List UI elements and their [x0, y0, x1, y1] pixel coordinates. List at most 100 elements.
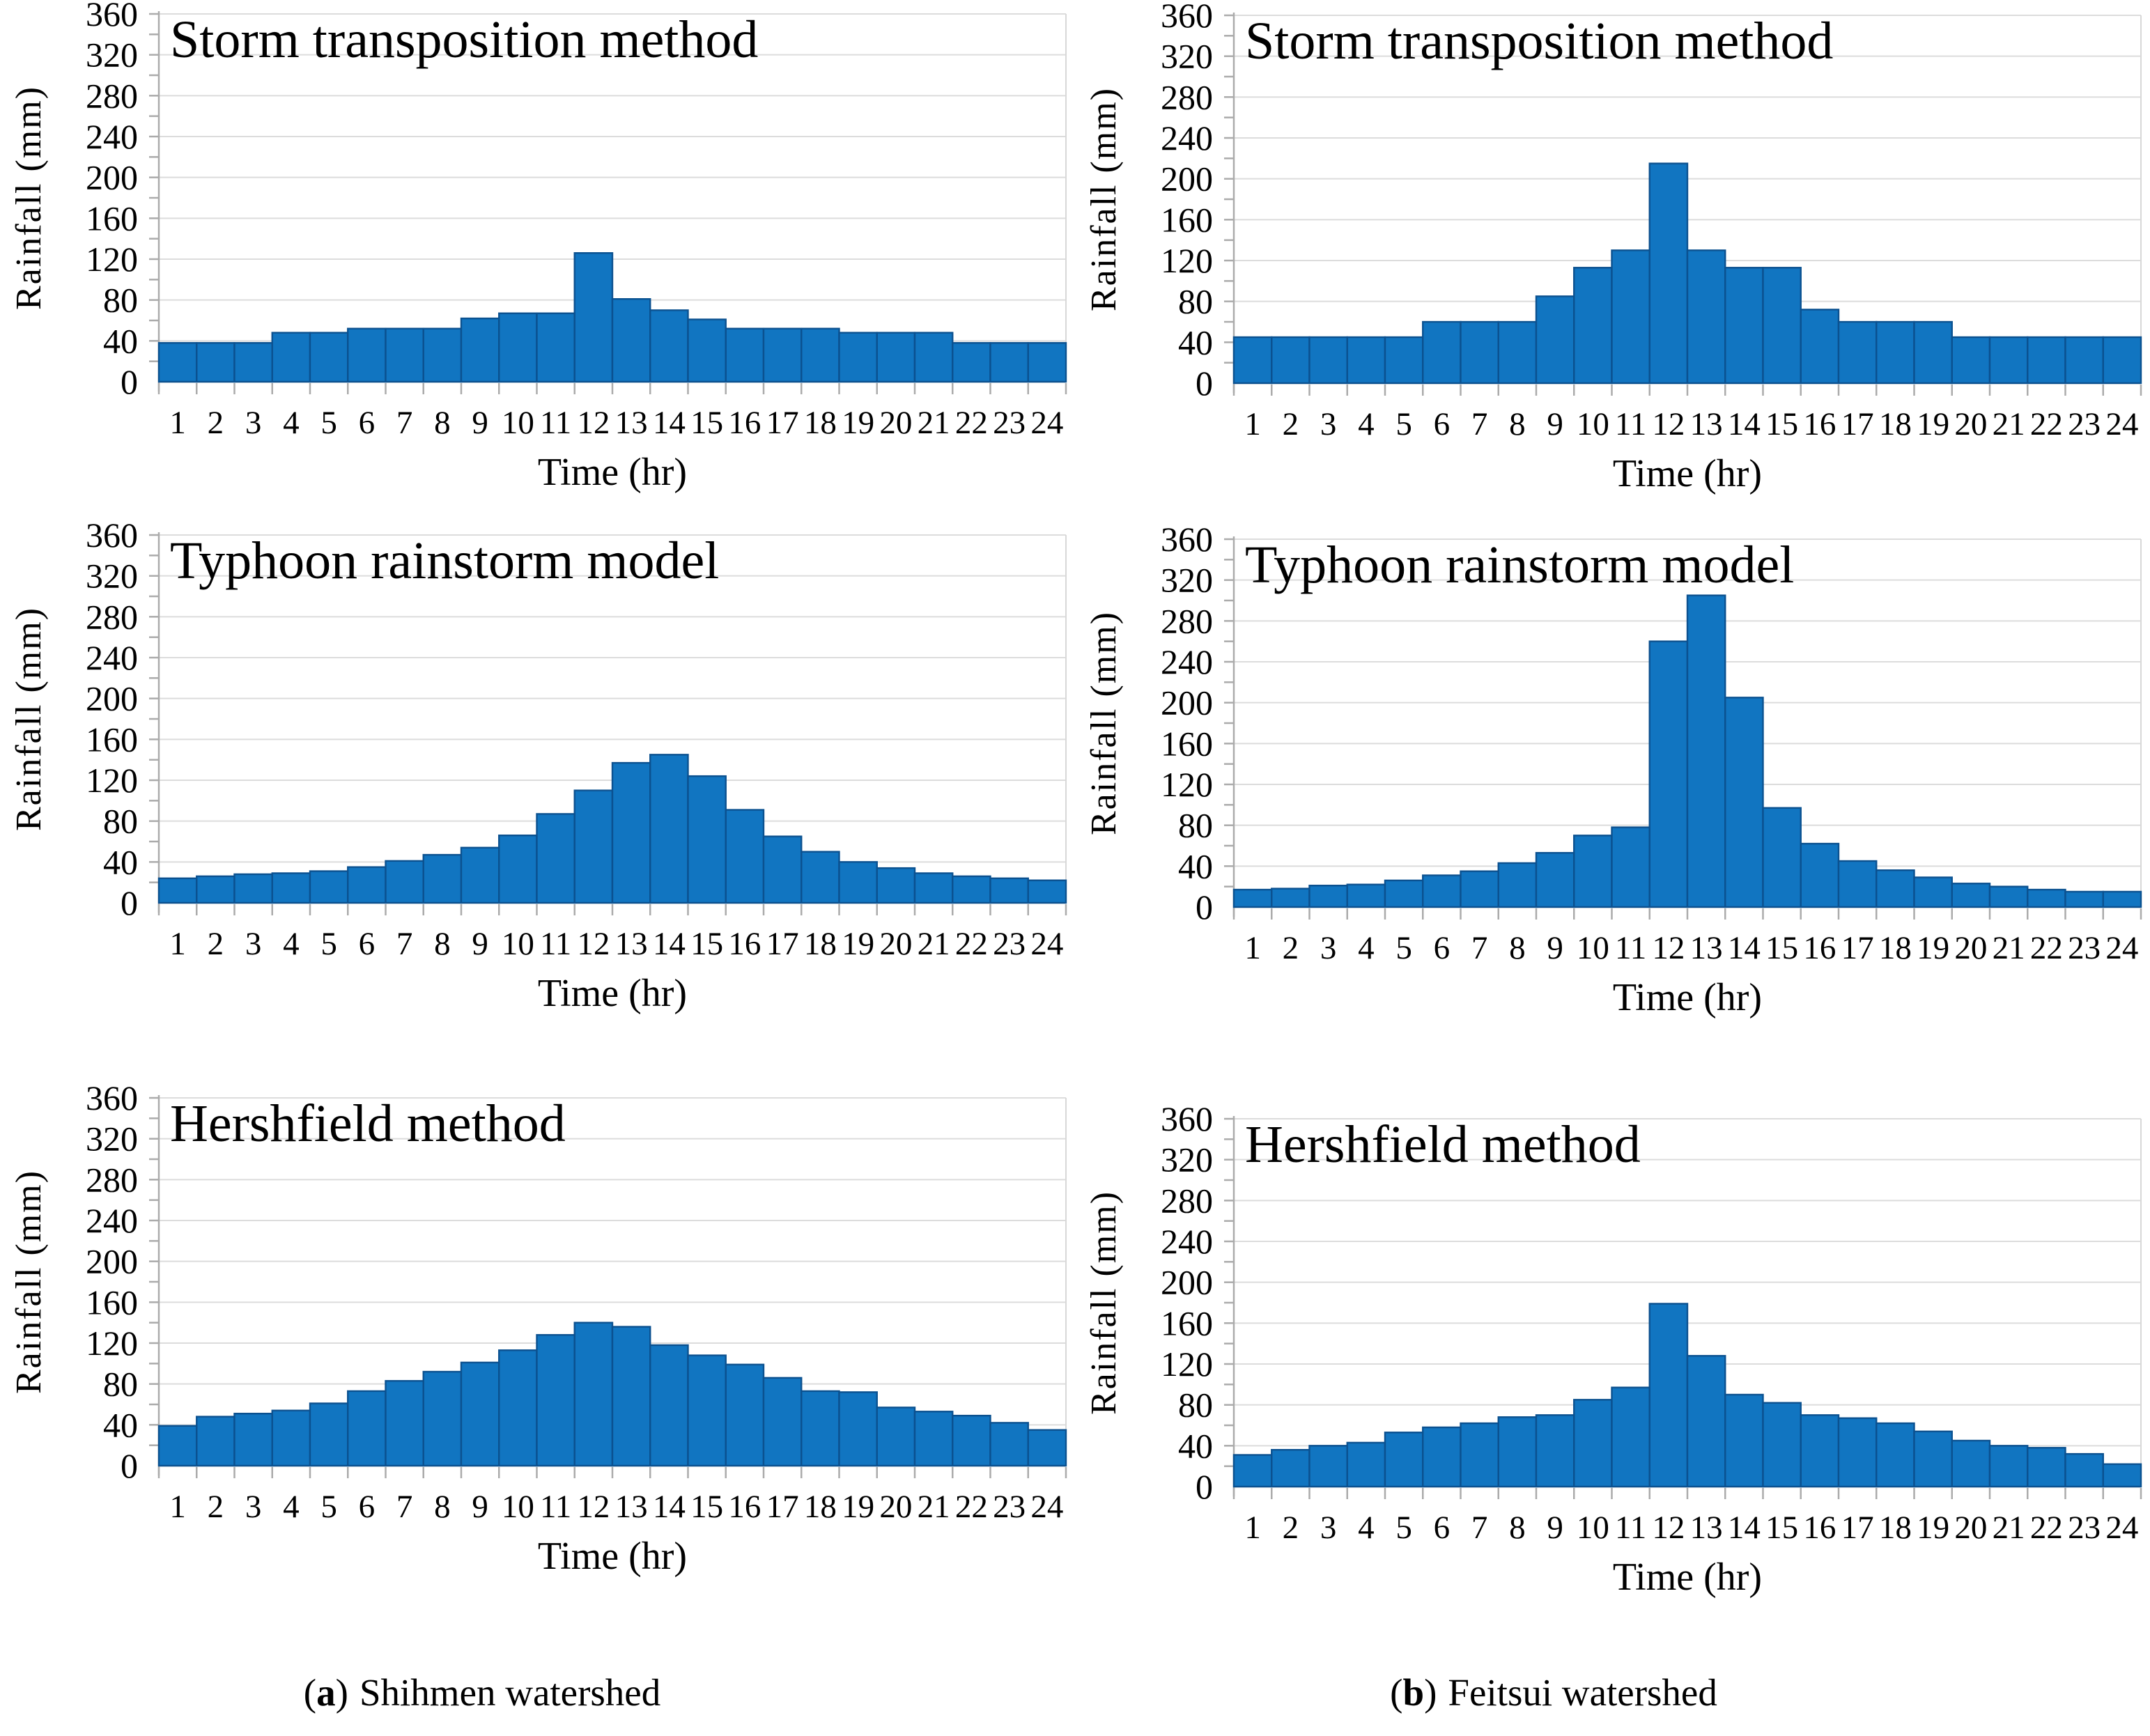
svg-text:280: 280	[86, 597, 138, 636]
svg-text:20: 20	[879, 926, 912, 962]
svg-text:6: 6	[1434, 930, 1451, 966]
svg-text:200: 200	[86, 679, 138, 718]
caption-a-letter: a	[316, 1671, 336, 1714]
svg-text:5: 5	[320, 1489, 337, 1525]
svg-text:2: 2	[208, 926, 224, 962]
svg-text:12: 12	[1652, 930, 1685, 966]
svg-text:9: 9	[1547, 406, 1563, 442]
svg-text:1: 1	[169, 405, 186, 441]
svg-text:4: 4	[1358, 930, 1375, 966]
svg-text:0: 0	[121, 883, 138, 922]
svg-text:8: 8	[1509, 406, 1526, 442]
chart-cell-typhoon-rainstorm-feitsui: 0 40 80 120 160 200 240 280 320 360 1 2 3 4 5 6 7 8 9 10 11 1…	[1075, 525, 2150, 1021]
svg-text:2: 2	[208, 405, 224, 441]
svg-text:360: 360	[86, 1084, 138, 1117]
svg-text:4: 4	[283, 1489, 300, 1525]
svg-text:11: 11	[1615, 406, 1646, 442]
svg-text:160: 160	[86, 199, 138, 238]
svg-text:3: 3	[1320, 1510, 1337, 1546]
caption-b-paren-close: )	[1424, 1671, 1437, 1714]
svg-text:320: 320	[1161, 1140, 1213, 1179]
svg-text:23: 23	[993, 926, 1026, 962]
svg-text:5: 5	[1395, 406, 1412, 442]
chart-cell-hershfield-shihmen: 0 40 80 120 160 200 240 280 320 360 1 2 3 4 5 6 7 8 9 10 11 1…	[0, 1084, 1075, 1580]
svg-text:9: 9	[472, 405, 488, 441]
svg-text:4: 4	[283, 405, 300, 441]
svg-text:23: 23	[993, 1489, 1026, 1525]
svg-text:200: 200	[1161, 683, 1213, 722]
svg-text:14: 14	[653, 1489, 686, 1525]
svg-text:Hershfield method: Hershfield method	[170, 1094, 566, 1153]
svg-text:320: 320	[1161, 561, 1213, 600]
svg-text:200: 200	[86, 1242, 138, 1281]
svg-text:6: 6	[1434, 406, 1451, 442]
svg-text:21: 21	[918, 405, 950, 441]
chart-cell-hershfield-feitsui: 0 40 80 120 160 200 240 280 320 360 1 2 3 4 5 6 7 8 9 10 11 1…	[1075, 1105, 2150, 1601]
caption-a-marker: (a)	[304, 1671, 348, 1714]
svg-text:12: 12	[577, 926, 610, 962]
svg-text:13: 13	[1690, 1510, 1723, 1546]
svg-text:17: 17	[766, 1489, 799, 1525]
svg-text:2: 2	[1283, 930, 1299, 966]
svg-text:7: 7	[396, 926, 413, 962]
svg-text:80: 80	[103, 802, 138, 841]
svg-text:4: 4	[283, 926, 300, 962]
svg-text:7: 7	[1471, 1510, 1488, 1546]
svg-text:80: 80	[103, 281, 138, 320]
svg-text:12: 12	[1652, 406, 1685, 442]
svg-text:19: 19	[842, 1489, 874, 1525]
svg-text:240: 240	[1161, 1222, 1213, 1261]
svg-text:19: 19	[842, 405, 874, 441]
svg-text:22: 22	[955, 1489, 988, 1525]
svg-text:120: 120	[86, 761, 138, 800]
svg-text:Time (hr): Time (hr)	[538, 451, 687, 494]
svg-text:0: 0	[1196, 888, 1213, 927]
svg-text:280: 280	[1161, 1181, 1213, 1220]
svg-text:360: 360	[86, 0, 138, 33]
svg-text:1: 1	[1244, 930, 1261, 966]
svg-text:19: 19	[1917, 930, 1949, 966]
svg-text:360: 360	[1161, 1, 1213, 35]
svg-text:9: 9	[472, 1489, 488, 1525]
svg-text:19: 19	[1917, 406, 1949, 442]
svg-text:160: 160	[1161, 724, 1213, 763]
svg-text:3: 3	[245, 405, 262, 441]
svg-text:360: 360	[1161, 1105, 1213, 1138]
svg-text:240: 240	[86, 117, 138, 156]
svg-text:280: 280	[86, 1160, 138, 1199]
svg-text:11: 11	[1615, 1510, 1646, 1546]
svg-text:3: 3	[1320, 930, 1337, 966]
svg-text:Storm transposition method: Storm transposition method	[1245, 12, 1833, 70]
svg-text:22: 22	[2030, 1510, 2063, 1546]
svg-text:4: 4	[1358, 1510, 1375, 1546]
svg-text:3: 3	[245, 1489, 262, 1525]
svg-text:17: 17	[766, 926, 799, 962]
svg-text:16: 16	[728, 1489, 761, 1525]
svg-text:5: 5	[1395, 930, 1412, 966]
chart-cell-storm-transposition-shihmen: 0 40 80 120 160 200 240 280 320 360 1 2 3 4 5 6 7 8 9 10 11 1…	[0, 0, 1075, 496]
svg-text:Rainfall (mm): Rainfall (mm)	[9, 1170, 49, 1394]
svg-text:6: 6	[359, 405, 376, 441]
svg-text:14: 14	[1728, 406, 1761, 442]
svg-text:240: 240	[1161, 642, 1213, 681]
svg-text:8: 8	[434, 926, 451, 962]
svg-text:12: 12	[577, 1489, 610, 1525]
svg-text:12: 12	[577, 405, 610, 441]
svg-text:320: 320	[86, 1119, 138, 1158]
svg-text:21: 21	[1993, 406, 2025, 442]
svg-text:15: 15	[1765, 930, 1798, 966]
svg-text:18: 18	[804, 1489, 837, 1525]
svg-text:9: 9	[472, 926, 488, 962]
svg-text:Rainfall (mm): Rainfall (mm)	[9, 86, 49, 310]
svg-text:Time (hr): Time (hr)	[1613, 976, 1762, 1019]
svg-text:21: 21	[918, 926, 950, 962]
svg-text:7: 7	[396, 405, 413, 441]
caption-b-paren-open: (	[1390, 1671, 1403, 1714]
svg-text:16: 16	[1803, 930, 1836, 966]
svg-text:240: 240	[1161, 118, 1213, 157]
svg-text:Time (hr): Time (hr)	[538, 972, 687, 1015]
